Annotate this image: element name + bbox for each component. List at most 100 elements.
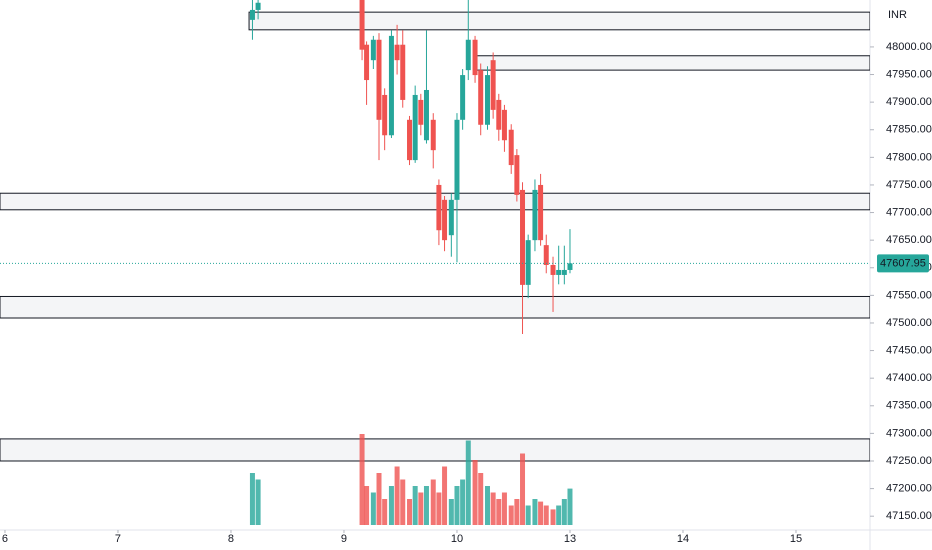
volume-bar xyxy=(400,479,406,525)
candle-body xyxy=(465,39,471,71)
volume-bar xyxy=(550,509,556,525)
candle-body xyxy=(388,35,394,136)
x-tick-label: 15 xyxy=(790,533,802,545)
zone xyxy=(0,295,870,319)
volume-bar xyxy=(423,486,429,525)
x-tick-label: 10 xyxy=(451,533,463,545)
candle-body xyxy=(407,119,413,161)
candle-body xyxy=(472,39,478,76)
volume-bar xyxy=(532,499,538,525)
candle-body xyxy=(543,245,549,265)
y-tick-label: 47200.00 xyxy=(886,483,932,495)
volume-bar xyxy=(454,486,460,525)
volume-bar xyxy=(359,434,365,525)
candle-body xyxy=(249,9,255,20)
volume-bar xyxy=(255,479,261,525)
candle-body xyxy=(561,269,567,275)
zone xyxy=(474,55,870,71)
volume-bar xyxy=(388,486,394,525)
y-tick-label: 47150.00 xyxy=(886,510,932,522)
volume-bar xyxy=(370,492,376,525)
volume-bar xyxy=(430,479,436,525)
candle-body xyxy=(423,89,429,141)
candle-body xyxy=(400,44,406,100)
y-tick-label: 47950.00 xyxy=(886,68,932,80)
volume-bar xyxy=(465,440,471,525)
candle-body xyxy=(520,189,526,285)
y-tick-label: 47650.00 xyxy=(886,234,932,246)
volume-bar xyxy=(412,486,418,525)
y-tick-label: 47850.00 xyxy=(886,124,932,136)
volume-bar xyxy=(490,492,496,525)
volume-bar xyxy=(484,486,490,525)
x-tick-label: 13 xyxy=(564,533,576,545)
x-tick-label: 6 xyxy=(2,533,8,545)
y-tick-label: 47550.00 xyxy=(886,289,932,301)
volume-bar xyxy=(520,453,526,525)
volume-bar xyxy=(364,486,370,525)
candle-body xyxy=(550,265,556,275)
volume-bar xyxy=(561,499,567,525)
y-tick-label: 47500.00 xyxy=(886,317,932,329)
volume-bar xyxy=(448,499,454,525)
candle-body xyxy=(484,75,490,125)
y-tick-label: 47750.00 xyxy=(886,179,932,191)
candle-body xyxy=(436,184,442,231)
volume-bar xyxy=(442,466,448,525)
candle-body xyxy=(460,75,466,120)
candle-body xyxy=(370,39,376,61)
volume-bar xyxy=(472,460,478,525)
currency-label: INR xyxy=(888,9,907,21)
candle-body xyxy=(454,119,460,200)
last-price-label: 47607.95 xyxy=(880,257,926,269)
candle-body xyxy=(532,189,538,241)
volume-bar xyxy=(382,499,388,525)
candle-body xyxy=(376,39,382,120)
volume-bar xyxy=(394,466,400,525)
candle-body xyxy=(538,184,544,241)
last-price-tag xyxy=(877,254,929,273)
zone xyxy=(248,11,870,31)
candle-body xyxy=(364,44,370,81)
y-tick-label: 47900.00 xyxy=(886,96,932,108)
y-tick-label: 47800.00 xyxy=(886,151,932,163)
volume-bar xyxy=(478,473,484,525)
candle-body xyxy=(418,99,424,125)
volume-bar xyxy=(376,473,382,525)
y-tick-label: 47250.00 xyxy=(886,455,932,467)
x-tick-label: 14 xyxy=(677,533,689,545)
y-tick-label: 47300.00 xyxy=(886,427,932,439)
candle-body xyxy=(525,240,531,285)
plot-area xyxy=(0,0,870,525)
zone xyxy=(0,438,870,462)
volume-bar xyxy=(249,473,255,525)
candle-body xyxy=(508,129,514,166)
candle-body xyxy=(496,99,502,130)
volume-bar xyxy=(436,492,442,525)
candle-body xyxy=(412,94,418,161)
volume-bar xyxy=(501,492,507,525)
candle-body xyxy=(394,44,400,61)
y-tick-label: 47400.00 xyxy=(886,372,932,384)
volume-bar xyxy=(407,499,413,525)
volume-bar xyxy=(525,505,531,525)
candle-body xyxy=(567,263,573,270)
candle-body xyxy=(359,0,365,50)
volume-bar xyxy=(460,479,466,525)
volume-bar xyxy=(567,488,573,525)
y-tick-label: 47700.00 xyxy=(886,206,932,218)
volume-bar xyxy=(418,492,424,525)
candle-body xyxy=(442,199,448,241)
volume-bar xyxy=(496,499,502,525)
candle-body xyxy=(255,2,261,10)
volume-bar xyxy=(514,499,520,525)
y-tick-label: 48000.00 xyxy=(886,41,932,53)
zone xyxy=(0,192,870,211)
volume-bar xyxy=(543,505,549,525)
volume-bar xyxy=(538,501,544,525)
volume-bar xyxy=(508,505,514,525)
candle-body xyxy=(478,70,484,125)
candle-body xyxy=(448,199,454,236)
candle-body xyxy=(514,155,520,195)
candle-body xyxy=(490,60,496,110)
